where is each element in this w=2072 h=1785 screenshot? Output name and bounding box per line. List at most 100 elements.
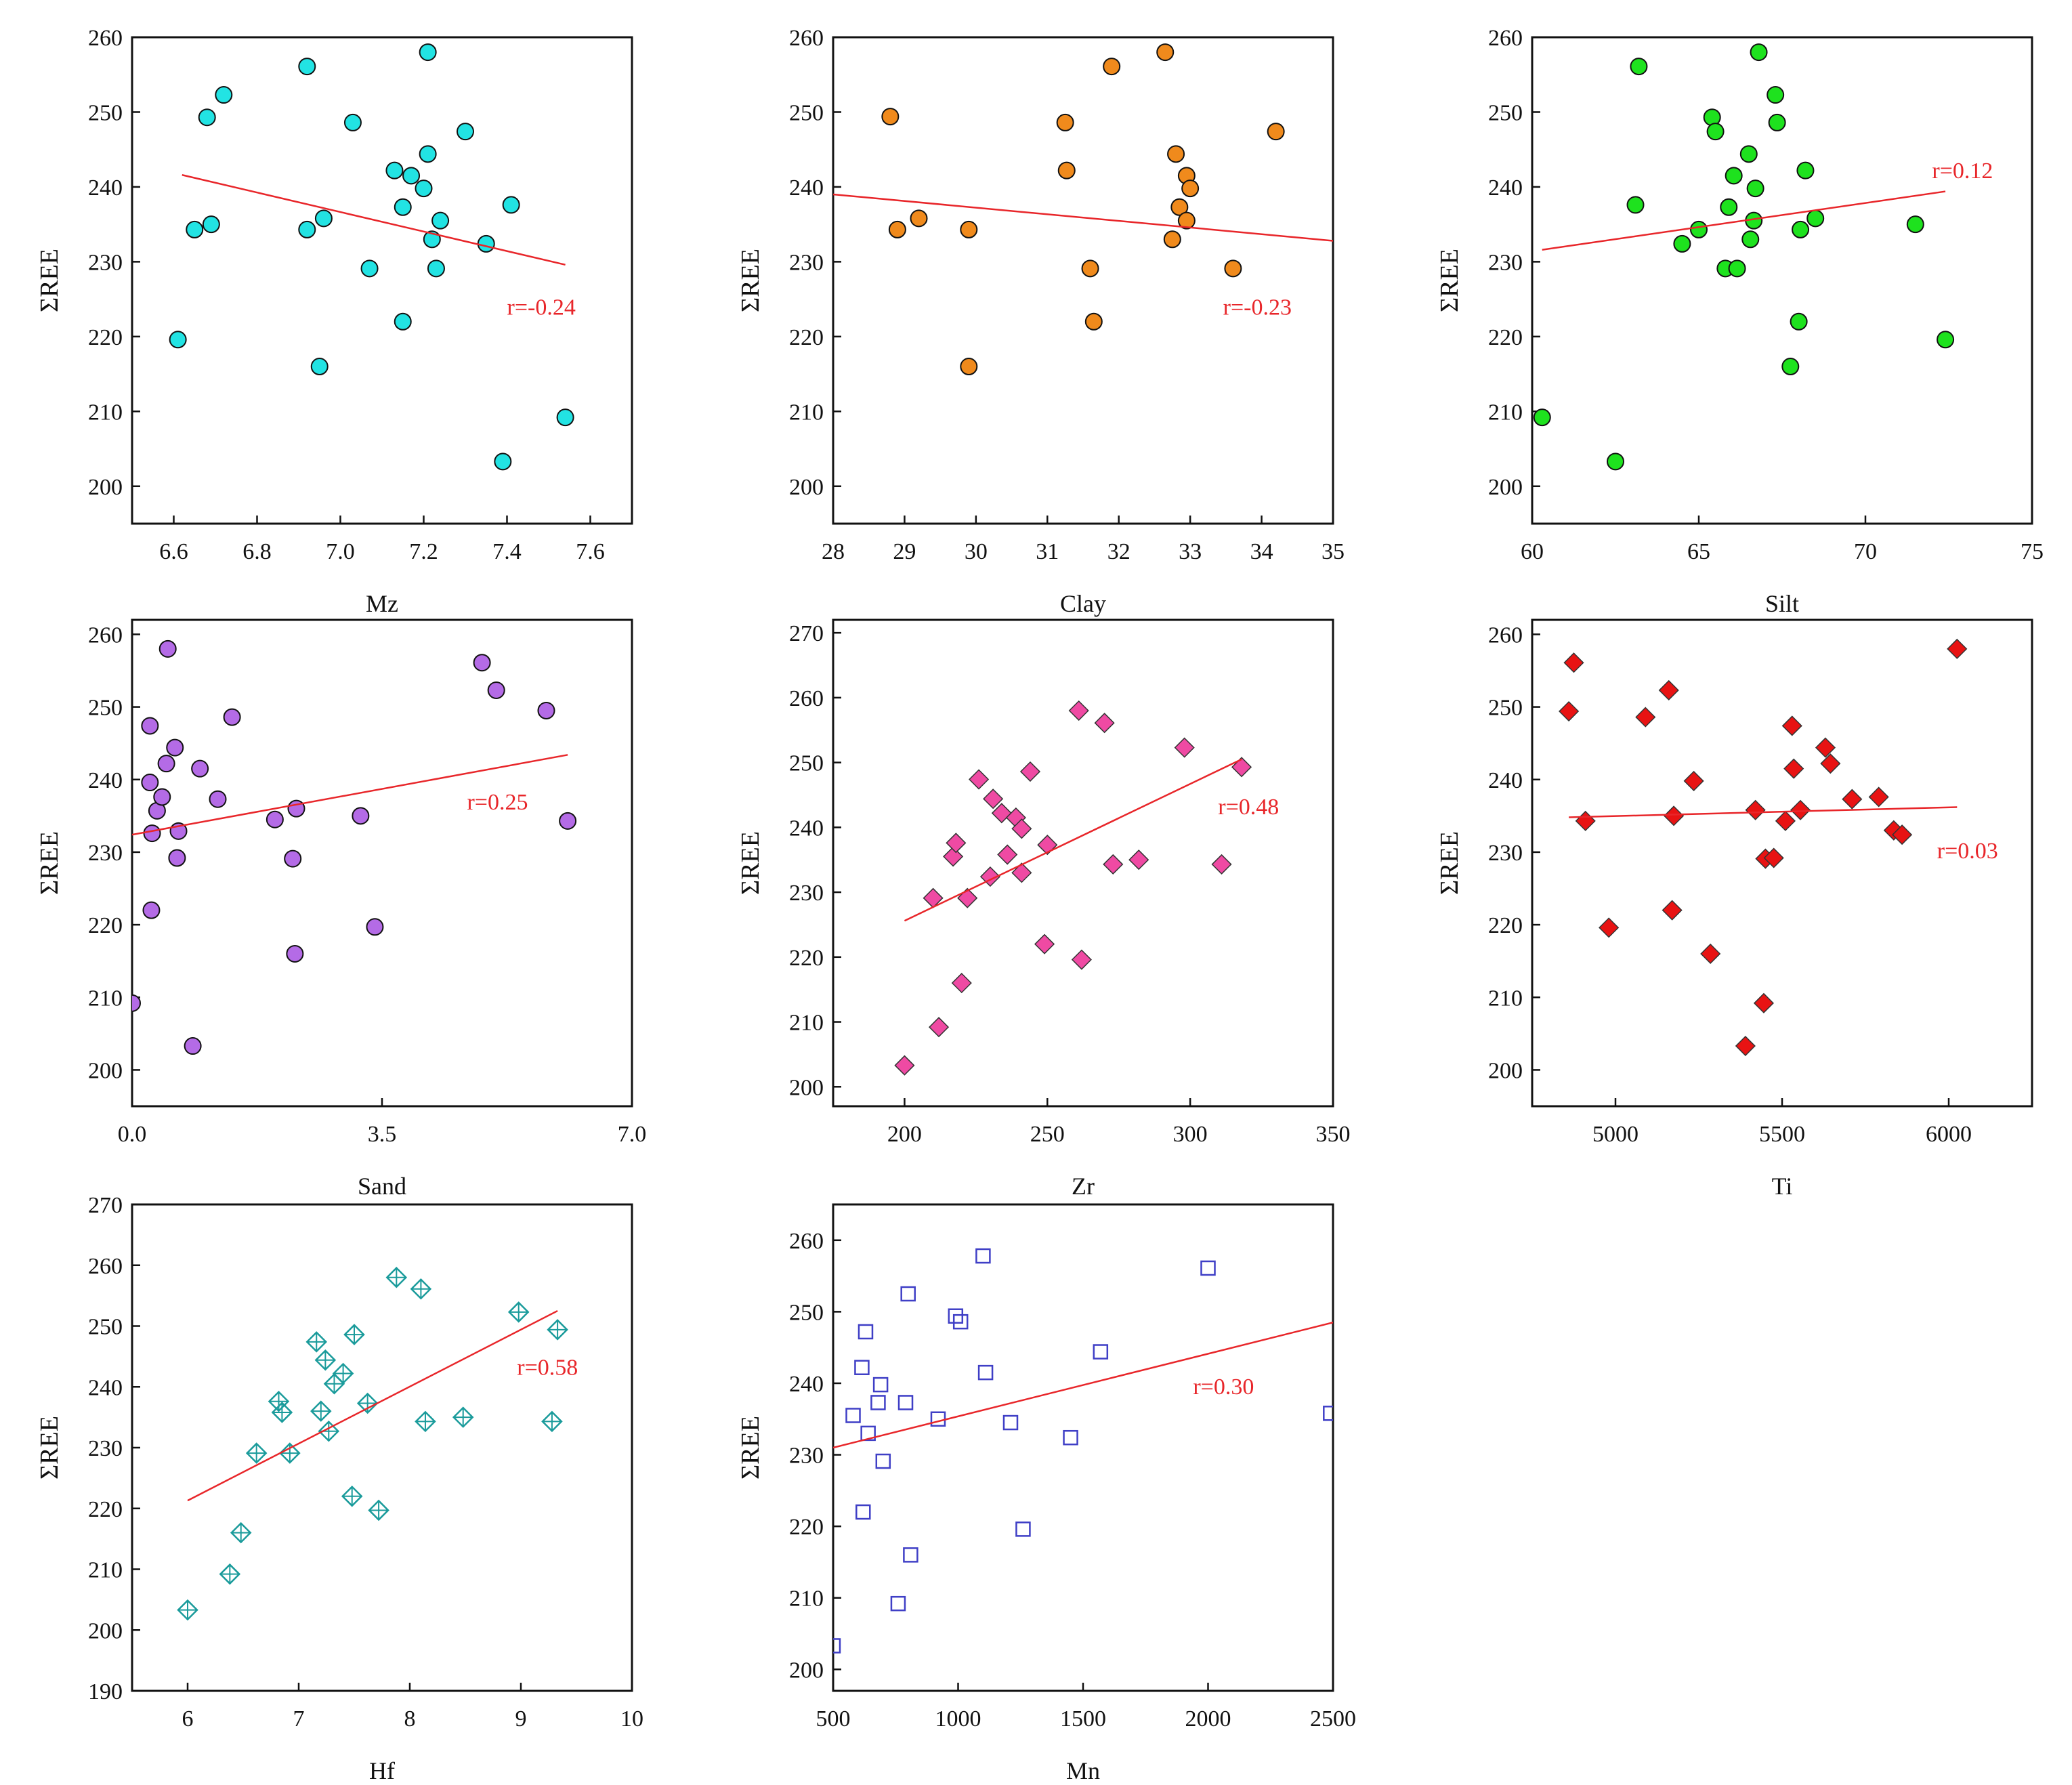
- marks-zr: [894, 700, 1252, 1076]
- plot-frame: [131, 1203, 633, 1692]
- y-tick-label: 210: [88, 1558, 123, 1583]
- data-point: [1081, 259, 1099, 278]
- x-axis-label: Clay: [1060, 590, 1106, 617]
- data-point: [903, 1547, 918, 1563]
- data-point: [845, 1408, 861, 1423]
- marks-hf: [177, 1266, 568, 1621]
- y-tick-label: 230: [88, 841, 123, 866]
- data-point: [977, 1364, 994, 1381]
- x-tick-label: 60: [1521, 539, 1544, 564]
- data-point: [875, 1453, 891, 1469]
- y-tick-label: 270: [789, 621, 824, 646]
- data-point: [230, 1521, 252, 1544]
- data-point: [452, 1406, 474, 1428]
- y-tick-label: 210: [1488, 986, 1523, 1011]
- data-point: [897, 1395, 914, 1410]
- x-axis-label: Silt: [1765, 590, 1799, 617]
- y-tick-label: 230: [789, 881, 824, 906]
- x-tick-label: 30: [965, 539, 988, 564]
- data-point: [1781, 715, 1802, 736]
- data-point: [1019, 761, 1041, 782]
- data-point: [1673, 234, 1691, 253]
- y-tick-label: 230: [1488, 250, 1523, 275]
- x-tick-label: 6000: [1926, 1122, 1972, 1147]
- data-point: [1683, 770, 1704, 791]
- panel-mn: 500 1000 1500 2000 2500 200 210 220 230 240 250 260…: [736, 1203, 1356, 1784]
- data-point: [198, 108, 216, 127]
- x-tick-label: 10: [620, 1706, 643, 1731]
- data-point: [854, 1360, 870, 1375]
- data-point: [394, 312, 412, 331]
- trend-line: [132, 754, 568, 836]
- data-point: [1163, 230, 1181, 249]
- data-point: [219, 1563, 241, 1585]
- y-tick-label: 240: [789, 175, 824, 201]
- data-point: [166, 738, 184, 757]
- y-tick-label: 200: [789, 1658, 824, 1683]
- data-point: [1820, 753, 1841, 774]
- data-point: [343, 113, 362, 131]
- x-tick-label: 3.5: [368, 1122, 397, 1147]
- data-point: [928, 1017, 950, 1038]
- data-point: [1559, 700, 1580, 722]
- y-tick-label: 220: [789, 325, 824, 350]
- y-axis-label: ΣREE: [35, 831, 64, 895]
- data-point: [1741, 230, 1760, 249]
- x-tick-label: 500: [816, 1706, 851, 1731]
- plot-frame: [832, 36, 1334, 525]
- data-point: [1868, 786, 1889, 807]
- x-axis-label: Zr: [1072, 1173, 1095, 1200]
- y-axis-label: ΣREE: [1435, 831, 1464, 895]
- y-tick-label: 260: [789, 1229, 824, 1254]
- data-point: [141, 717, 159, 735]
- x-tick-label: 35: [1322, 539, 1345, 564]
- data-point: [1626, 196, 1645, 214]
- data-point: [1181, 180, 1200, 198]
- data-point: [487, 681, 505, 699]
- x-axis-label: Mz: [366, 590, 398, 617]
- data-point: [870, 1395, 886, 1410]
- panel-ti: 5000 5500 6000 200 210 220 230 240 250 260 Ti ΣREE r…: [1435, 618, 2033, 1200]
- y-tick-label: 260: [789, 686, 824, 711]
- y-tick-label: 230: [789, 1444, 824, 1469]
- data-point: [1746, 180, 1764, 198]
- x-tick-label: 6.6: [159, 539, 188, 564]
- data-point: [1103, 58, 1121, 76]
- x-tick-label: 2000: [1185, 1706, 1231, 1731]
- y-tick-label: 220: [88, 913, 123, 938]
- data-point: [366, 918, 384, 936]
- data-point: [191, 759, 209, 778]
- plot-frame: [131, 36, 633, 525]
- panel-silt: 60 65 70 75 200 210 220 230 240 250 260 Silt ΣREE r=0…: [1435, 26, 2044, 617]
- data-point: [1011, 818, 1032, 839]
- data-point: [158, 639, 177, 658]
- data-point: [1211, 854, 1232, 875]
- x-tick-label: 31: [1036, 539, 1059, 564]
- data-point: [215, 86, 233, 104]
- data-point: [1093, 1344, 1109, 1360]
- data-point: [1575, 810, 1596, 831]
- y-tick-label: 260: [1488, 26, 1523, 51]
- data-point: [245, 1442, 268, 1464]
- data-point: [1664, 805, 1685, 826]
- data-point: [507, 1301, 530, 1323]
- data-point: [1767, 86, 1785, 104]
- correlation-label: r=-0.23: [1223, 295, 1292, 320]
- y-tick-label: 240: [789, 1372, 824, 1397]
- x-tick-label: 6: [182, 1706, 194, 1731]
- data-point: [298, 58, 316, 76]
- trend-line: [833, 193, 1333, 242]
- y-tick-label: 220: [789, 946, 824, 971]
- marks-sand: [132, 639, 577, 1055]
- data-point: [1783, 758, 1804, 779]
- panel-mz: 6.6 6.8 7.0 7.2 7.4 7.6 200 210 220 230 240 250 260 M…: [35, 26, 633, 617]
- y-tick-label: 210: [88, 400, 123, 425]
- y-tick-label: 220: [1488, 325, 1523, 350]
- data-point: [427, 259, 445, 278]
- data-point: [1796, 161, 1815, 180]
- data-point: [1056, 113, 1074, 131]
- data-point: [1947, 638, 1968, 659]
- data-point: [1735, 1035, 1756, 1057]
- data-point: [153, 788, 171, 806]
